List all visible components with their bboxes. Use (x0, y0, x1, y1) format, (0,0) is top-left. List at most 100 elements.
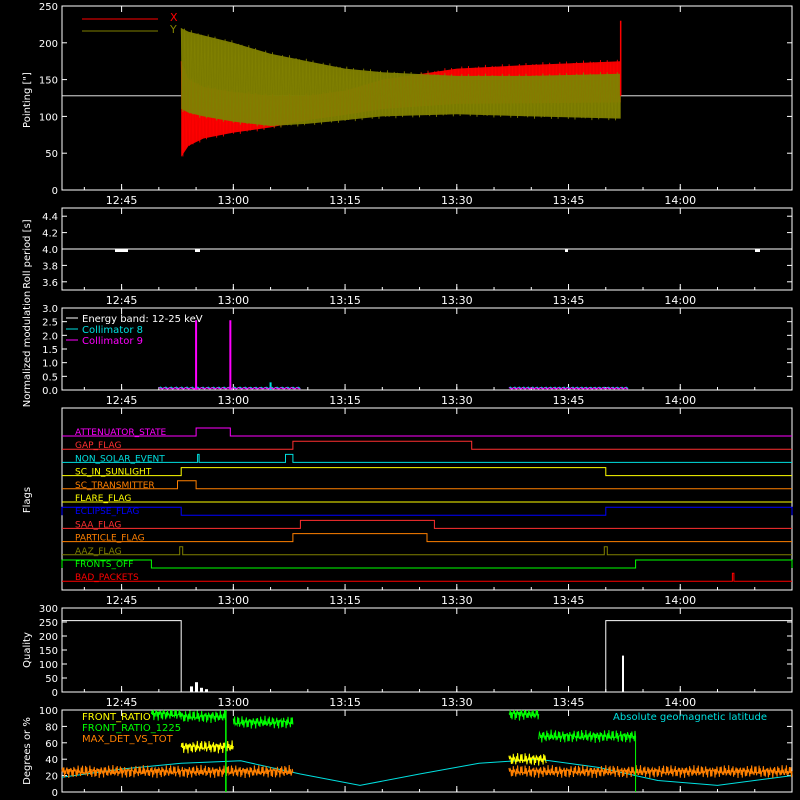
y-tick-label: 3.0 (42, 304, 58, 315)
legend-label-collimator: Collimator 9 (82, 336, 143, 347)
roll-period-dip (755, 249, 760, 252)
ratio-trace (538, 729, 637, 743)
x-tick-label: 13:00 (217, 294, 249, 307)
panel-2: Normalized modulation 0.0 0.5 1.0 1.5 2.0 2.5 3… (22, 291, 793, 408)
flag-line (62, 480, 792, 490)
legend-label-collimator: Collimator 8 (82, 325, 143, 336)
quality-bar (205, 689, 208, 692)
y-tick-label: 0 (52, 788, 58, 799)
y-tick-label: 60 (45, 739, 58, 750)
legend-label-y: Y (169, 23, 177, 36)
x-tick-label: 13:15 (329, 294, 361, 307)
series-line-y (180, 28, 622, 128)
roll-period-dip (195, 249, 200, 252)
flag-line (62, 453, 792, 463)
x-tick-label: 13:30 (441, 294, 473, 307)
quality-bar (190, 686, 193, 692)
flag-line (62, 519, 792, 529)
ratio-trace (232, 715, 294, 729)
panel-frame (61, 709, 793, 793)
panel-3: Flags 12:45 13:00 13:15 13:30 13:45 14:00 ATTEN… (22, 407, 793, 607)
flag-line (61, 506, 793, 516)
y-axis-label: Quality (22, 632, 33, 668)
y-tick-label: 100 (39, 660, 58, 671)
x-tick-label: 14:00 (664, 594, 696, 607)
y-tick-label: 50 (45, 149, 58, 160)
y-tick-label: 3.6 (42, 278, 58, 289)
flag-label: AAZ_FLAG (75, 547, 122, 557)
x-tick-label: 14:00 (664, 294, 696, 307)
quality-line (605, 620, 793, 692)
y-tick-label: 3.8 (42, 261, 58, 272)
modulation-trace (508, 386, 629, 390)
y-tick-label: 4.4 (42, 212, 58, 223)
ratio-trace (180, 710, 227, 724)
y-tick-label: 2.0 (42, 331, 58, 342)
y-tick-label: 0.5 (42, 372, 58, 383)
flag-line (62, 440, 792, 450)
x-tick-label: 13:45 (553, 696, 585, 709)
y-tick-label: 20 (45, 772, 58, 783)
flag-label: SC_TRANSMITTER (75, 481, 155, 491)
flag-label: GAP_FLAG (75, 441, 121, 451)
flag-label: FLARE_FLAG (75, 494, 131, 504)
x-tick-label: 13:00 (217, 696, 249, 709)
modulation-trace (508, 386, 629, 390)
x-tick-label: 12:45 (106, 294, 138, 307)
y-axis-label: Roll period [s] (22, 219, 33, 288)
ratio-trace (508, 753, 547, 766)
legend-label-ratio: MAX_DET_VS_TOT (82, 734, 174, 745)
panel-4: Quality 0 50 100 150 200 250 300 12:45 13:00 13:15… (22, 604, 793, 709)
x-tick-label: 13:45 (553, 394, 585, 407)
y-tick-label: 80 (45, 722, 58, 733)
y-tick-label: 40 (45, 755, 58, 766)
legend-label-ratio: FRONT_RATIO_1225 (82, 723, 181, 734)
x-tick-label: 12:45 (106, 594, 138, 607)
flag-line (62, 533, 792, 543)
ratio-trace (61, 764, 294, 779)
roll-period-dip (565, 249, 568, 252)
quality-line (61, 620, 182, 692)
roll-period-dip (115, 249, 128, 252)
y-tick-label: 2.5 (42, 318, 58, 329)
panel-frame (61, 5, 793, 191)
panel-1: Roll period [s] 3.6 3.8 4.0 4.2 4.4 12:45 13:00… (22, 207, 793, 307)
flag-label: ATTENUATOR_STATE (75, 428, 167, 438)
flag-label: ECLIPSE_FLAG (75, 507, 139, 517)
energy-band-label: Energy band: 12-25 keV (82, 314, 203, 325)
x-tick-label: 13:15 (329, 194, 361, 207)
latitude-label: Absolute geomagnetic latitude (613, 712, 767, 723)
ratio-trace (508, 765, 793, 779)
y-tick-label: 200 (39, 632, 58, 643)
x-tick-label: 13:30 (441, 194, 473, 207)
y-tick-label: 0.0 (42, 386, 58, 397)
y-tick-label: 1.0 (42, 359, 58, 370)
ratio-trace (508, 709, 540, 721)
flag-line (62, 572, 792, 582)
x-tick-label: 13:15 (329, 594, 361, 607)
y-tick-label: 250 (39, 618, 58, 629)
y-tick-label: 150 (39, 76, 58, 87)
x-tick-label: 13:45 (553, 194, 585, 207)
y-tick-label: 50 (45, 674, 58, 685)
geomagnetic-latitude-line (61, 758, 793, 786)
x-tick-label: 12:45 (106, 394, 138, 407)
y-tick-label: 4.0 (42, 245, 58, 256)
flag-label: SC_IN_SUNLIGHT (75, 468, 152, 478)
flag-label: NON_SOLAR_EVENT (75, 454, 165, 464)
ratio-trace (150, 709, 182, 721)
panel-0: Pointing ["] 0 50 100 150 200 250 12:45 13:00 13:… (22, 2, 793, 207)
flag-line (62, 546, 792, 556)
y-tick-label: 200 (39, 39, 58, 50)
quality-bar (200, 687, 203, 692)
x-tick-label: 13:00 (217, 394, 249, 407)
y-tick-label: 0 (52, 186, 58, 197)
y-axis-label: Normalized modulation (22, 291, 33, 408)
x-tick-label: 13:00 (217, 594, 249, 607)
y-axis-label: Pointing ["] (22, 72, 33, 128)
x-tick-label: 13:30 (441, 394, 473, 407)
flag-line (62, 467, 792, 477)
x-tick-label: 13:15 (329, 394, 361, 407)
y-tick-label: 100 (39, 112, 58, 123)
